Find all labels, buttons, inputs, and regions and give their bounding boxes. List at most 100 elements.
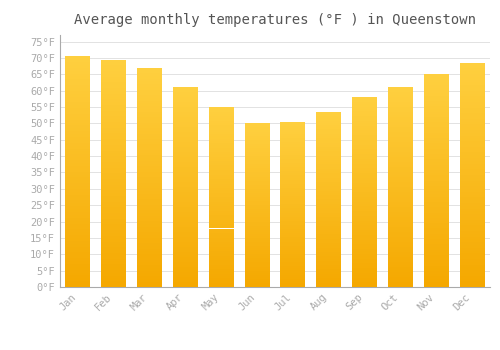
Bar <box>388 237 413 240</box>
Bar <box>316 158 342 160</box>
Bar <box>101 60 126 62</box>
Bar <box>173 145 198 147</box>
Bar <box>173 199 198 202</box>
Bar <box>352 135 377 138</box>
Bar <box>280 204 305 206</box>
Bar <box>137 254 162 257</box>
Bar <box>460 105 484 108</box>
Bar <box>316 241 342 243</box>
Bar <box>352 214 377 216</box>
Bar <box>352 138 377 140</box>
Bar <box>460 284 484 287</box>
Bar <box>352 239 377 242</box>
Bar <box>208 285 234 287</box>
Bar <box>137 70 162 73</box>
Bar <box>460 251 484 253</box>
Bar <box>352 282 377 285</box>
Bar <box>280 250 305 252</box>
Bar <box>352 152 377 154</box>
Bar <box>244 226 270 228</box>
Bar <box>316 167 342 169</box>
Bar <box>316 132 342 134</box>
Bar <box>66 120 90 122</box>
Bar <box>101 79 126 82</box>
Bar <box>66 108 90 111</box>
Bar <box>66 264 90 267</box>
Bar <box>352 218 377 220</box>
Bar <box>208 276 234 278</box>
Bar <box>137 120 162 122</box>
Bar <box>208 116 234 118</box>
Bar <box>460 186 484 189</box>
Bar <box>137 216 162 218</box>
Bar <box>208 156 234 159</box>
Bar <box>137 246 162 248</box>
Bar <box>208 246 234 249</box>
Bar <box>388 105 413 107</box>
Bar <box>208 132 234 134</box>
Bar <box>137 210 162 213</box>
Bar <box>137 95 162 98</box>
Bar <box>352 275 377 278</box>
Bar <box>280 132 305 134</box>
Bar <box>173 165 198 167</box>
Bar <box>460 234 484 237</box>
Bar <box>137 177 162 180</box>
Bar <box>388 152 413 155</box>
Bar <box>352 187 377 190</box>
Bar <box>244 142 270 144</box>
Bar <box>316 160 342 162</box>
Bar <box>173 105 198 107</box>
Bar <box>316 175 342 177</box>
Bar <box>280 221 305 223</box>
Bar <box>101 62 126 65</box>
Bar <box>66 224 90 226</box>
Bar <box>280 225 305 227</box>
Bar <box>460 88 484 91</box>
Bar <box>316 147 342 149</box>
Bar <box>280 126 305 128</box>
Bar <box>244 148 270 150</box>
Bar <box>137 142 162 145</box>
Bar <box>137 125 162 128</box>
Bar <box>173 250 198 252</box>
Bar <box>352 278 377 280</box>
Bar <box>244 262 270 265</box>
Bar <box>352 206 377 209</box>
Bar <box>101 239 126 241</box>
Bar <box>388 242 413 245</box>
Bar <box>424 204 449 207</box>
Bar <box>66 131 90 134</box>
Bar <box>424 93 449 96</box>
Bar <box>388 230 413 232</box>
Bar <box>280 285 305 287</box>
Bar <box>244 134 270 136</box>
Bar <box>173 280 198 282</box>
Bar <box>424 173 449 175</box>
Bar <box>244 219 270 222</box>
Bar <box>424 181 449 183</box>
Bar <box>280 237 305 239</box>
Title: Average monthly temperatures (°F ) in Queenstown: Average monthly temperatures (°F ) in Qu… <box>74 13 476 27</box>
Bar <box>352 147 377 149</box>
Bar <box>208 130 234 132</box>
Bar <box>280 124 305 126</box>
Bar <box>173 190 198 192</box>
Bar <box>173 227 198 230</box>
Bar <box>388 115 413 117</box>
Bar <box>244 146 270 148</box>
Bar <box>388 282 413 285</box>
Bar <box>101 247 126 250</box>
Bar <box>424 239 449 242</box>
Bar <box>460 203 484 206</box>
Bar <box>460 80 484 83</box>
Bar <box>460 183 484 186</box>
Bar <box>460 71 484 74</box>
Bar <box>208 143 234 145</box>
Bar <box>388 215 413 217</box>
Bar <box>173 257 198 260</box>
Bar <box>137 73 162 76</box>
Bar <box>137 276 162 279</box>
Bar <box>316 224 342 226</box>
Bar <box>173 260 198 262</box>
